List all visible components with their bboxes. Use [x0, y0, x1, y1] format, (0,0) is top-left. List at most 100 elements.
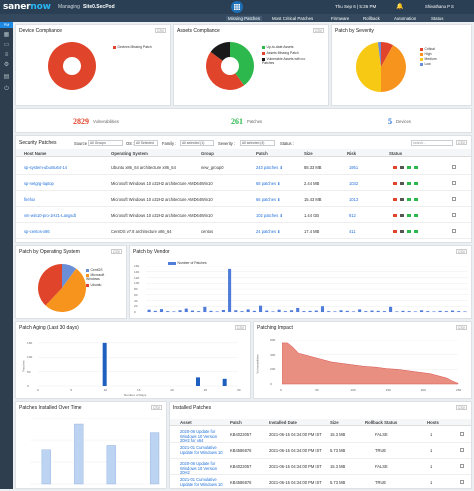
installed-bar[interactable]	[149, 432, 160, 485]
site-selector[interactable]: Site0.SecPod	[82, 4, 115, 10]
col-rollback[interactable]: Rollback Status	[365, 420, 398, 425]
vendor-bar[interactable]	[172, 311, 176, 312]
nav-automation[interactable]: Automation	[394, 15, 417, 21]
vendor-bar[interactable]	[320, 306, 325, 312]
status-icons[interactable]	[393, 197, 421, 202]
vendor-bar[interactable]	[432, 311, 436, 312]
vendor-bar[interactable]	[308, 310, 312, 312]
vendor-bar[interactable]	[252, 310, 256, 312]
vendor-bar[interactable]	[234, 310, 238, 312]
host-link[interactable]: vm-win10-pro-1H21-Langsdt	[24, 213, 76, 218]
vendor-bar[interactable]	[209, 310, 213, 312]
csv-button[interactable]: CSV	[151, 405, 162, 410]
vendor-bar[interactable]	[147, 309, 151, 312]
risk-cell[interactable]: 1032	[349, 181, 359, 186]
csv-button[interactable]: CSV	[456, 325, 467, 330]
row-checkbox[interactable]	[460, 448, 464, 452]
patch-count[interactable]: 261	[231, 117, 243, 126]
col-size[interactable]: Size	[330, 420, 339, 425]
nav-missing-patches[interactable]: Missing Patches	[226, 15, 262, 21]
table-row[interactable]: 2021-01 Cumulative Update for Windows 10…	[170, 443, 471, 459]
row-checkbox[interactable]	[452, 213, 456, 217]
vendor-bar[interactable]	[259, 305, 263, 312]
vendor-bar[interactable]	[228, 268, 232, 312]
risk-cell[interactable]: 411	[349, 229, 356, 234]
table-row[interactable]: sp-netgrg-laptop Microsoft Windows 10 x3…	[16, 175, 471, 191]
status-icons[interactable]	[393, 229, 421, 234]
row-checkbox[interactable]	[452, 165, 456, 169]
vendor-bar[interactable]	[333, 311, 337, 312]
installed-bar[interactable]	[74, 423, 84, 485]
dashboard-icon[interactable]: ▦	[3, 32, 10, 38]
family-select[interactable]: All selected (1)	[180, 140, 214, 146]
vendor-bar[interactable]	[265, 310, 269, 312]
nav-most-critical[interactable]: Most Critical Patches	[272, 15, 314, 21]
csv-button[interactable]: CSV	[456, 405, 467, 410]
vendor-bar[interactable]	[277, 309, 281, 312]
patch-link[interactable]: 68 patches ⬇	[256, 181, 281, 186]
severity-slice-2[interactable]	[356, 42, 381, 92]
vendor-bar[interactable]	[283, 311, 287, 312]
vendor-bar[interactable]	[395, 311, 399, 312]
vendor-bar[interactable]	[339, 310, 343, 312]
asset-link[interactable]: 2020-06 Update for Windows 10 Version 20…	[180, 429, 218, 444]
vendor-bar[interactable]	[296, 307, 300, 312]
vendor-bar[interactable]	[166, 311, 170, 312]
col-patch[interactable]: Patch	[256, 151, 268, 156]
installed-bar[interactable]	[41, 449, 51, 485]
row-checkbox[interactable]	[452, 229, 456, 233]
search-input[interactable]: search...	[411, 140, 453, 146]
vendor-bar[interactable]	[184, 308, 188, 312]
patch-link[interactable]: 24 patches ⬇	[256, 229, 281, 234]
row-checkbox[interactable]	[452, 197, 456, 201]
table-row[interactable]: 2020-06 Update for Windows 10 Version 20…	[170, 427, 471, 443]
vendor-bar[interactable]	[370, 310, 374, 312]
vendor-bar[interactable]	[438, 310, 442, 312]
vendor-bar[interactable]	[190, 310, 194, 312]
list-icon[interactable]: ≡	[4, 52, 9, 58]
app-logo[interactable]: sanernow	[3, 2, 51, 12]
severity-select[interactable]: All selected (4)	[240, 140, 275, 146]
col-host[interactable]: Host Name	[24, 151, 47, 156]
col-os[interactable]: Operating System	[111, 151, 148, 156]
apps-grid-icon[interactable]	[231, 1, 243, 13]
vendor-bar[interactable]	[314, 310, 318, 312]
row-checkbox[interactable]	[460, 464, 464, 468]
host-link[interactable]: sp-netgrg-laptop	[24, 181, 54, 186]
severity-slice-0[interactable]	[381, 42, 394, 67]
vendor-bar[interactable]	[457, 311, 461, 312]
risk-cell[interactable]: 1951	[349, 165, 359, 170]
vendor-bar[interactable]	[376, 310, 380, 312]
bell-icon[interactable]: 🔔	[396, 4, 404, 10]
row-checkbox[interactable]	[460, 480, 464, 484]
col-installed-date[interactable]: Installed Date	[269, 420, 297, 425]
asset-link[interactable]: 2021-01 Cumulative Update for Windows 10	[180, 445, 223, 455]
aging-bar[interactable]	[222, 378, 227, 386]
severity-slice-3[interactable]	[377, 42, 381, 67]
vendor-bar[interactable]	[463, 311, 467, 312]
vendor-bar[interactable]	[407, 311, 411, 312]
vendor-bar[interactable]	[327, 311, 331, 312]
vendor-bar[interactable]	[153, 310, 157, 312]
table-row[interactable]: vm-win10-pro-1H21-Langsdt Microsoft Wind…	[16, 207, 471, 223]
csv-button[interactable]: CSV	[111, 249, 122, 254]
reports-icon[interactable]: ▤	[3, 74, 10, 80]
nav-rollback[interactable]: Rollback	[363, 15, 380, 21]
vendor-bar[interactable]	[420, 310, 424, 312]
col-status[interactable]: Status	[389, 151, 403, 156]
source-select[interactable]: All Groups	[88, 140, 123, 146]
device-icon[interactable]: ▭	[3, 42, 10, 48]
nav-firmware[interactable]: Firmware	[331, 15, 350, 21]
table-row[interactable]: 2020-06 Update for Windows 10 Version 20…	[170, 459, 471, 475]
installed-bar[interactable]	[106, 445, 116, 485]
col-risk[interactable]: Risk	[347, 151, 357, 156]
csv-button[interactable]: CSV	[456, 249, 467, 254]
user-menu[interactable]: Shivathanu P S	[425, 4, 454, 9]
row-checkbox[interactable]	[460, 432, 464, 436]
csv-button[interactable]: CSV	[313, 28, 324, 33]
patch-link[interactable]: 243 patches ⬇	[256, 165, 283, 170]
risk-cell[interactable]: 912	[349, 213, 356, 218]
vendor-bar[interactable]	[197, 311, 201, 312]
status-icons[interactable]	[393, 165, 421, 170]
vendor-bar[interactable]	[401, 310, 405, 312]
